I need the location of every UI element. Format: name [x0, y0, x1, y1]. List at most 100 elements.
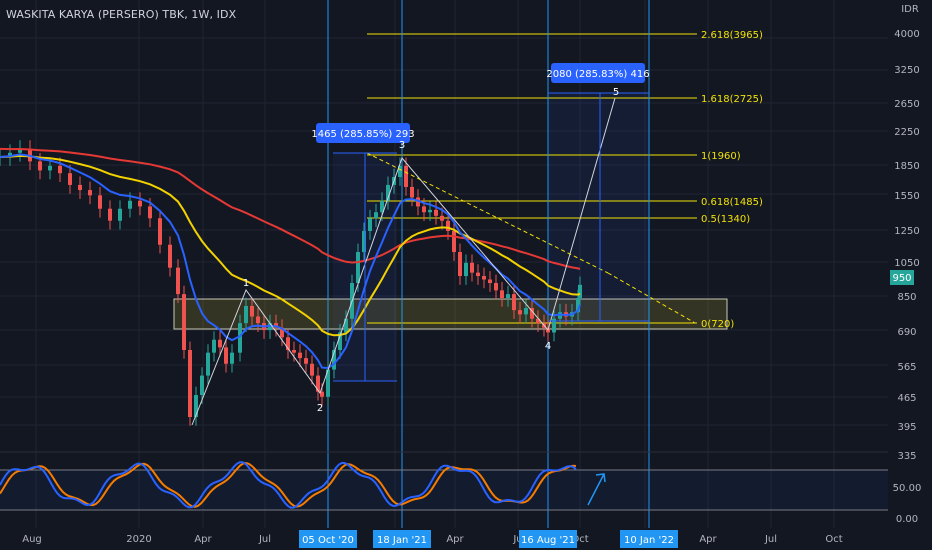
time-label: Apr	[699, 534, 717, 545]
candle-body	[512, 294, 516, 311]
candle-body	[244, 305, 248, 324]
candle-body	[188, 350, 192, 417]
candle-body	[298, 352, 302, 359]
measure-label-1: 1465 (285.85%) 293	[311, 123, 415, 143]
candle-body	[316, 375, 320, 392]
candle-body	[506, 294, 510, 298]
fib-label: 1(1960)	[701, 151, 741, 162]
candle-body	[470, 262, 474, 273]
grid-lines	[0, 0, 888, 528]
candle-body	[374, 212, 378, 219]
time-highlight-badge	[373, 530, 431, 548]
time-axis[interactable]	[0, 528, 932, 550]
candle-body	[494, 283, 498, 291]
candle-body	[536, 318, 540, 324]
ema-slow-line	[0, 147, 581, 270]
candle-body	[78, 184, 82, 191]
wave-labels: 1 2 3 4 5	[243, 87, 619, 414]
wave-label-2: 2	[317, 403, 323, 414]
last-price-badge	[890, 270, 914, 285]
price-tick: 2250	[894, 127, 919, 138]
price-tick: 1850	[894, 161, 919, 172]
time-label: Oct	[825, 534, 842, 545]
candle-body	[464, 262, 468, 277]
candle-body	[488, 279, 492, 284]
candle-body	[320, 391, 324, 397]
time-label: Jul	[764, 534, 777, 545]
price-tick: 690	[897, 327, 916, 338]
candle-body	[362, 230, 366, 253]
time-highlight-badge	[620, 530, 678, 548]
candle-body	[576, 297, 580, 313]
price-tick: 4000	[894, 29, 919, 40]
candle-body	[304, 358, 308, 364]
candle-body	[552, 318, 556, 333]
candle-body	[148, 206, 152, 219]
measure-label-2: 2080 (285.83%) 416	[546, 63, 650, 83]
stoch-k-line	[0, 461, 577, 509]
time-label: Apr	[194, 534, 212, 545]
candle-body	[200, 375, 204, 396]
candle-body	[238, 323, 242, 353]
candle-body	[500, 290, 504, 298]
last-price-label: 950	[892, 273, 911, 284]
symbol-title: WASKITA KARYA (PERSERO) TBK, 1W, IDX	[6, 8, 237, 21]
candle-body	[58, 165, 62, 174]
candle-body	[118, 208, 122, 221]
fib-label: 1.618(2725)	[701, 94, 763, 105]
ema-mid-line	[0, 154, 581, 337]
candle-body	[338, 332, 342, 350]
candle-body	[218, 339, 222, 348]
candle-body	[138, 200, 142, 207]
time-axis-highlights: 05 Oct '20 18 Jan '21 16 Aug '21 10 Jan '22	[299, 530, 678, 548]
candle-body	[256, 316, 260, 324]
price-axis[interactable]	[888, 0, 932, 530]
trendline-dashed[interactable]	[366, 152, 609, 274]
candle-body	[410, 186, 414, 198]
price-tick: 1050	[894, 258, 919, 269]
candle-body	[386, 184, 390, 201]
stoch-band	[0, 470, 888, 510]
candle-body	[326, 369, 330, 397]
wave-label-4: 4	[545, 341, 551, 352]
measure-tool-1[interactable]	[333, 152, 397, 382]
arrow-icon[interactable]	[587, 473, 606, 506]
candle-body	[428, 209, 432, 213]
candle-body	[176, 267, 180, 295]
candle-body	[212, 339, 216, 353]
candle-body	[446, 220, 450, 231]
time-highlight-label: 16 Aug '21	[521, 535, 575, 546]
fib-label: 0(720)	[701, 319, 734, 330]
measure-tool-2[interactable]	[548, 92, 649, 322]
candle-body	[524, 308, 528, 315]
candle-body	[380, 200, 384, 213]
candle-body	[344, 318, 348, 333]
vertical-markers	[327, 0, 650, 528]
candle-body	[168, 244, 172, 268]
price-tick: 3250	[894, 65, 919, 76]
fibonacci-extension[interactable]: 2.618(3965) 1.618(2725) 1(1960) 0.618(1485)…	[367, 30, 763, 330]
measure-range-2[interactable]	[548, 93, 649, 321]
price-tick: 335	[897, 451, 916, 462]
elliott-wave-path[interactable]	[191, 97, 616, 426]
price-tick: 465	[897, 393, 916, 404]
candle-body	[530, 308, 534, 319]
support-zone-box[interactable]	[173, 298, 728, 330]
fib-label: 0.5(1340)	[701, 214, 750, 225]
candle-body	[68, 173, 72, 185]
candlestick-series	[0, 140, 582, 426]
candle-body	[292, 350, 296, 353]
trendline-dashed-ext[interactable]	[607, 272, 696, 324]
candle-body	[38, 161, 42, 171]
candle-body	[280, 327, 284, 338]
candle-body	[332, 350, 336, 370]
candle-body	[518, 310, 522, 315]
candle-body	[8, 152, 12, 158]
oscillator-axis-ticks: 50.00 0.00	[893, 483, 922, 525]
time-label: Ju	[512, 534, 522, 545]
candle-body	[250, 305, 254, 317]
candle-body	[404, 165, 408, 187]
wave-label-1: 1	[243, 278, 249, 289]
candle-body	[286, 337, 290, 350]
